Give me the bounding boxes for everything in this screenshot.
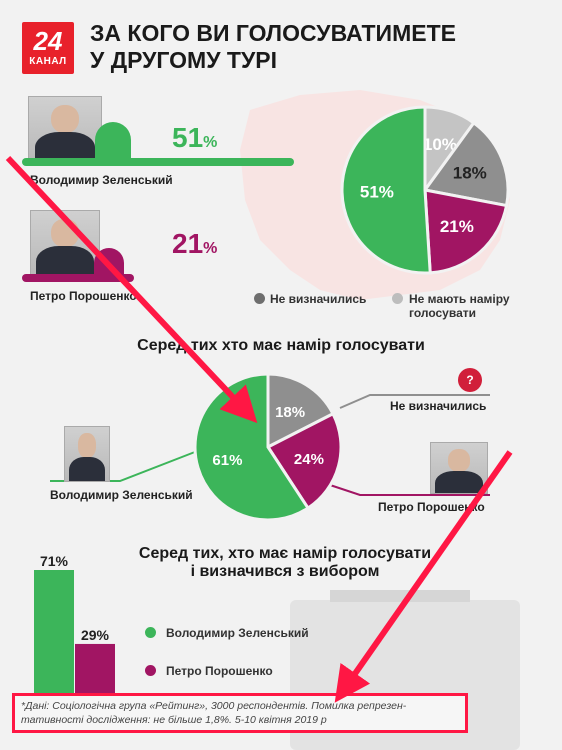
bar-1 bbox=[75, 643, 115, 695]
zelensky-photo bbox=[28, 96, 102, 162]
page-title-line2: У ДРУГОМУ ТУРІ bbox=[90, 47, 277, 73]
pie-chart-overall: 10% 18% 21% 51% bbox=[340, 105, 510, 275]
section2-title: Серед тих хто має намір голосувати bbox=[137, 337, 425, 354]
zelensky-bar bbox=[22, 158, 294, 166]
arrow-left bbox=[5, 155, 258, 424]
section2-zelensky-name: Володимир Зеленський bbox=[50, 488, 193, 502]
poroshenko-photo bbox=[30, 210, 100, 276]
page-title: ЗА КОГО ВИ ГОЛОСУВАТИМЕТЕ У ДРУГОМУ ТУРІ bbox=[90, 20, 530, 74]
source-note: *Дані: Соціологічна група «Рейтинг», 300… bbox=[12, 693, 468, 733]
section3-legend-zelensky: Володимир Зеленський bbox=[166, 626, 309, 640]
poroshenko-percent: 21% bbox=[172, 228, 218, 259]
section2-poroshenko-photo bbox=[430, 442, 488, 494]
section2-undecided-label: Не визначились bbox=[390, 399, 487, 413]
zelensky-bar-hump bbox=[95, 122, 131, 162]
pie-slice-1 bbox=[423, 188, 509, 275]
source-note-line1: *Дані: Соціологічна група «Рейтинг», 300… bbox=[21, 700, 407, 712]
section3-legend-poroshenko-dot bbox=[145, 665, 156, 676]
pie-label-2: 18% bbox=[275, 404, 305, 421]
question-mark-icon: ? bbox=[458, 368, 482, 392]
channel-logo: 24 КАНАЛ bbox=[22, 22, 74, 74]
poroshenko-name: Петро Порошенко bbox=[30, 289, 137, 303]
zelensky-percent: 51% bbox=[172, 122, 218, 153]
section3-title: Серед тих, хто має намір голосувати і виз… bbox=[138, 545, 432, 580]
pie-label-0: 61% bbox=[212, 452, 242, 469]
poroshenko-bar bbox=[22, 274, 134, 282]
legend-undecided-dot bbox=[254, 293, 265, 304]
pie-label-0: 51% bbox=[360, 183, 394, 202]
pie-label-3: 10% bbox=[423, 135, 457, 154]
section2-zelensky-photo bbox=[64, 426, 110, 482]
bar-chart-decided: 71% 29% bbox=[34, 553, 115, 695]
section3-legend-zelensky-dot bbox=[145, 627, 156, 638]
pie-slice-0 bbox=[340, 105, 432, 275]
pie-label-1: 24% bbox=[294, 451, 324, 468]
pie-label-2: 18% bbox=[453, 163, 487, 182]
pie-label-1: 21% bbox=[440, 217, 474, 236]
section3-legend-poroshenko: Петро Порошенко bbox=[166, 664, 273, 678]
legend-no-vote-label: Не мають наміру голосувати bbox=[409, 292, 510, 320]
arrow-right bbox=[334, 450, 513, 703]
legend-no-vote-dot bbox=[392, 293, 403, 304]
bar-label-1: 29% bbox=[81, 627, 110, 643]
pie-slice-2 bbox=[422, 120, 510, 208]
page-title-line1: ЗА КОГО ВИ ГОЛОСУВАТИМЕТЕ bbox=[90, 20, 456, 46]
section2-poroshenko-name: Петро Порошенко bbox=[378, 500, 485, 514]
legend-undecided-label: Не визначились bbox=[270, 292, 367, 306]
bar-0 bbox=[34, 570, 74, 695]
source-note-line2: тативності дослідження: не більше 1,8%. … bbox=[21, 714, 327, 726]
logo-number: 24 bbox=[33, 26, 63, 56]
zelensky-name: Володимир Зеленський bbox=[30, 173, 173, 187]
pie-slice-1 bbox=[265, 411, 343, 511]
pie-slice-2 bbox=[266, 372, 336, 450]
logo-text: КАНАЛ bbox=[29, 56, 67, 67]
bar-label-0: 71% bbox=[40, 553, 69, 569]
